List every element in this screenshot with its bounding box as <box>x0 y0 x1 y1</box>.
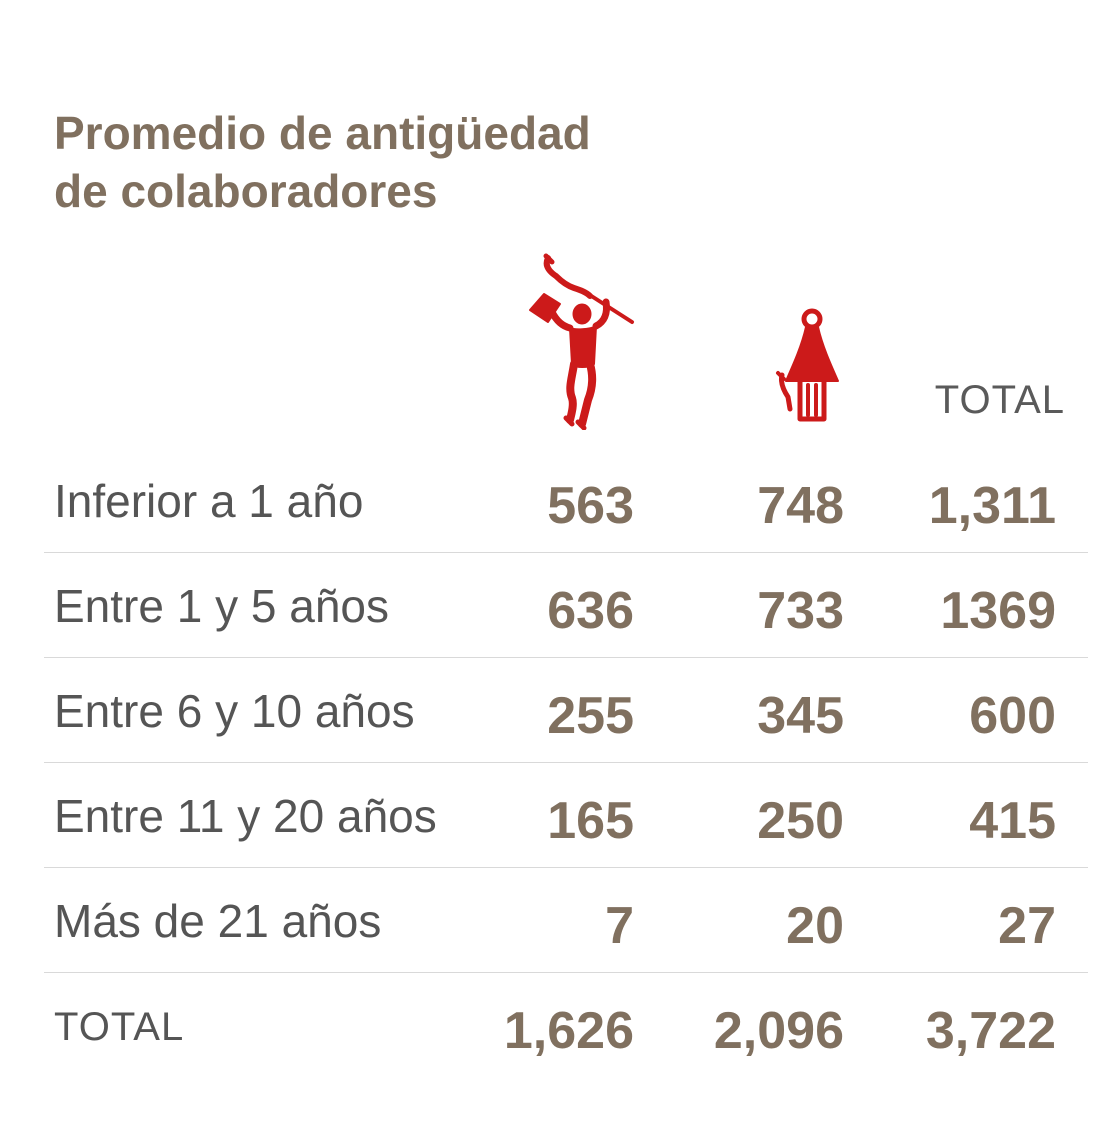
total-men: 1,626 <box>503 1002 634 1060</box>
row-label: Entre 6 y 10 años <box>54 685 415 737</box>
row-label: Más de 21 años <box>54 895 382 947</box>
value-men: 636 <box>547 582 634 640</box>
table-row: Entre 11 y 20 años 165 250 415 <box>44 763 1088 868</box>
value-total: 27 <box>998 897 1056 955</box>
value-women: 733 <box>757 582 844 640</box>
woman-figure-icon <box>776 308 839 422</box>
table-total-row: TOTAL 1,626 2,096 3,722 <box>44 973 1088 1077</box>
row-label: Entre 1 y 5 años <box>54 580 389 632</box>
table-row: Más de 21 años 7 20 27 <box>44 868 1088 973</box>
value-men: 563 <box>547 477 634 535</box>
value-women: 748 <box>757 477 844 535</box>
total-women: 2,096 <box>713 1002 844 1060</box>
total-total: 3,722 <box>925 1002 1056 1060</box>
value-men: 165 <box>547 792 634 850</box>
value-women: 345 <box>757 687 844 745</box>
value-men: 7 <box>605 897 634 955</box>
title-line-2: de colaboradores <box>54 165 438 217</box>
value-women: 20 <box>786 897 844 955</box>
row-label: Inferior a 1 año <box>54 475 364 527</box>
table-row: Entre 6 y 10 años 255 345 600 <box>44 658 1088 763</box>
value-total: 415 <box>969 792 1056 850</box>
title-line-1: Promedio de antigüedad <box>54 107 591 159</box>
value-men: 255 <box>547 687 634 745</box>
column-header-total: TOTAL <box>934 378 1065 422</box>
value-total: 600 <box>969 687 1056 745</box>
page-title: Promedio de antigüedad de colaboradores <box>54 104 654 220</box>
table-row: Entre 1 y 5 años 636 733 1369 <box>44 553 1088 658</box>
value-women: 250 <box>757 792 844 850</box>
man-waving-flag-icon <box>529 253 634 430</box>
row-label: Entre 11 y 20 años <box>54 790 437 842</box>
table-row: Inferior a 1 año 563 748 1,311 <box>44 448 1088 553</box>
total-row-label: TOTAL <box>54 1005 185 1049</box>
value-total: 1369 <box>940 582 1056 640</box>
value-total: 1,311 <box>928 477 1056 535</box>
data-table: Inferior a 1 año 563 748 1,311 Entre 1 y… <box>44 448 1088 1077</box>
